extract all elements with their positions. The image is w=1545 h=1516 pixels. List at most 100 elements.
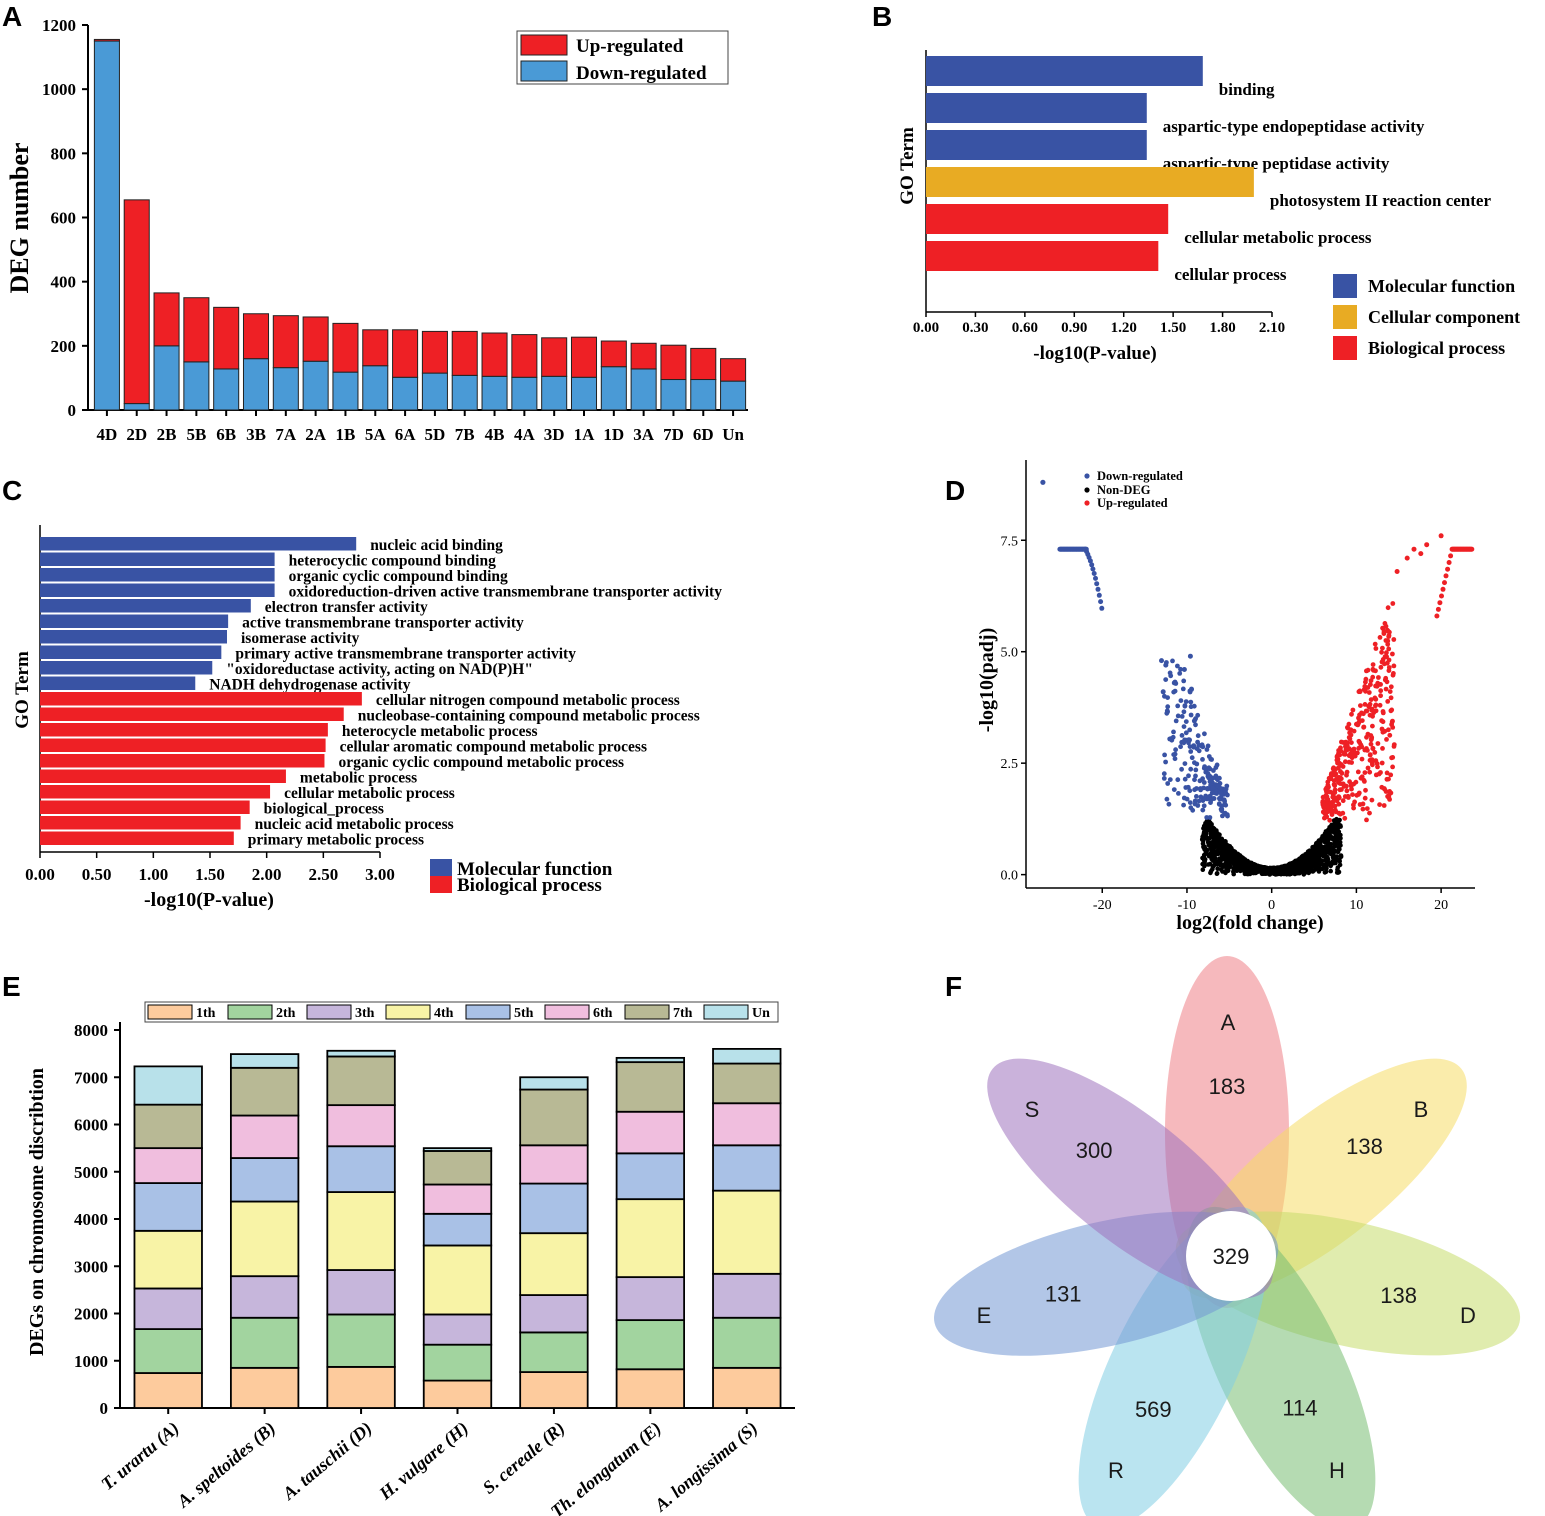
bar-down-2D (123, 403, 150, 411)
volcano-point (1330, 794, 1336, 800)
stack-7th-1 (229, 1066, 300, 1117)
bar-up-7D (660, 344, 687, 381)
legend-label-e: 5th (514, 1006, 534, 1021)
x-tick-label-4A: 4A (514, 425, 536, 444)
volcano-point (1188, 712, 1194, 718)
petal-count-S: 300 (1076, 1138, 1113, 1163)
volcano-point (1337, 775, 1343, 781)
go-bar-c (40, 754, 325, 768)
volcano-point (1391, 637, 1397, 642)
go-term-label-c: cellular metabolic process (284, 785, 455, 802)
volcano-point (1339, 770, 1345, 776)
petal-count-A: 183 (1209, 1074, 1246, 1099)
stack-7th-4 (519, 1088, 589, 1147)
volcano-point (1214, 871, 1220, 876)
y-tick-label-e: 3000 (74, 1257, 108, 1276)
x-tick-label-2B: 2B (157, 425, 177, 444)
volcano-point (1187, 737, 1192, 743)
stack-5th-0 (133, 1182, 203, 1232)
volcano-point (1384, 737, 1389, 742)
x-tick-label-e: A. tauschii (D) (278, 1418, 376, 1505)
volcano-point (1391, 671, 1396, 676)
bar-up-2D (123, 199, 150, 405)
volcano-point (1167, 777, 1173, 782)
volcano-point (1231, 866, 1236, 872)
volcano-point (1181, 740, 1187, 746)
y-tick-label-d: 2.5 (1001, 757, 1019, 772)
go-term-label-c: cellular aromatic compound metabolic pro… (340, 739, 647, 756)
volcano-point (1385, 641, 1391, 647)
volcano-point (1382, 661, 1387, 667)
volcano-point (1206, 765, 1212, 771)
volcano-point (1195, 739, 1200, 745)
stack-5th-2 (326, 1145, 396, 1193)
y-tick-label-a: 400 (51, 273, 77, 292)
x-tick-label-7B: 7B (455, 425, 475, 444)
volcano-point (1322, 870, 1328, 875)
x-tick-label-6D: 6D (693, 425, 714, 444)
volcano-point (1356, 719, 1362, 725)
go-term-label-c: organic cyclic compound metabolic proces… (338, 754, 624, 771)
volcano-point (1439, 593, 1444, 599)
stack-2th-1 (229, 1316, 300, 1369)
legend-swatch-e (385, 1004, 431, 1020)
volcano-point (1182, 776, 1188, 782)
bar-up-6A (392, 329, 419, 378)
volcano-point (1211, 847, 1216, 853)
volcano-point (1181, 802, 1186, 808)
volcano-point (1345, 725, 1350, 730)
go-term-label-c: nucleic acid binding (370, 537, 503, 554)
volcano-point (1095, 586, 1101, 592)
stack-4th-1 (229, 1200, 300, 1278)
volcano-point (1316, 856, 1321, 862)
volcano-point (1363, 676, 1369, 682)
volcano-point (1388, 772, 1394, 778)
petal-count-B: 138 (1346, 1134, 1383, 1159)
bar-down-5D (421, 372, 448, 411)
volcano-point (1389, 707, 1395, 713)
volcano-point (1382, 677, 1388, 683)
panel-label-e: E (2, 971, 21, 1002)
go-term-label-b: photosystem II reaction center (1270, 191, 1492, 210)
volcano-point (1335, 867, 1340, 873)
legend-label-e: 1th (196, 1006, 216, 1021)
volcano-point (1384, 650, 1389, 656)
volcano-point (1344, 740, 1350, 745)
volcano-point (1175, 703, 1181, 709)
stack-3th-1 (229, 1275, 300, 1319)
volcano-point (1332, 787, 1338, 793)
legend-swatch-up (520, 34, 568, 56)
legend-label-b: Molecular function (1368, 276, 1515, 296)
x-tick-label-c: 0.50 (82, 865, 112, 884)
volcano-point (1363, 688, 1368, 694)
volcano-point (1162, 752, 1167, 758)
volcano-point (1222, 854, 1228, 859)
legend-label-c-mf: Molecular function (457, 859, 613, 880)
volcano-point (1219, 808, 1225, 814)
volcano-point (1214, 839, 1219, 844)
x-tick-label-d: -10 (1178, 898, 1197, 913)
volcano-point (1344, 769, 1350, 775)
volcano-point (1363, 708, 1369, 714)
legend-label-e: Un (752, 1006, 770, 1021)
x-tick-label-b: 0.60 (1012, 320, 1038, 336)
x-tick-label-e: A. speltoides (B) (173, 1418, 280, 1513)
volcano-point (1169, 737, 1175, 743)
stack-1th-4 (519, 1371, 589, 1409)
volcano-point (1089, 562, 1095, 568)
volcano-point (1172, 756, 1178, 762)
volcano-point (1370, 723, 1375, 729)
volcano-point (1331, 830, 1337, 835)
stack-4th-0 (133, 1229, 203, 1290)
volcano-point (1093, 575, 1098, 581)
volcano-point (1178, 698, 1184, 703)
go-bar-c (40, 568, 275, 582)
stack-4th-4 (519, 1232, 589, 1296)
volcano-point (1331, 822, 1337, 827)
x-tick-label-4B: 4B (485, 425, 505, 444)
x-tick-label-c: 2.50 (308, 865, 338, 884)
volcano-point (1367, 810, 1372, 816)
stack-Un-3 (422, 1147, 493, 1152)
volcano-point (1272, 867, 1278, 872)
chart-a-deg-by-chromosome: 0 200 400 600 800 1000 1200 4D 2D 2B 5B 6B 3B 7A 2A 1B 5… (5, 16, 748, 444)
